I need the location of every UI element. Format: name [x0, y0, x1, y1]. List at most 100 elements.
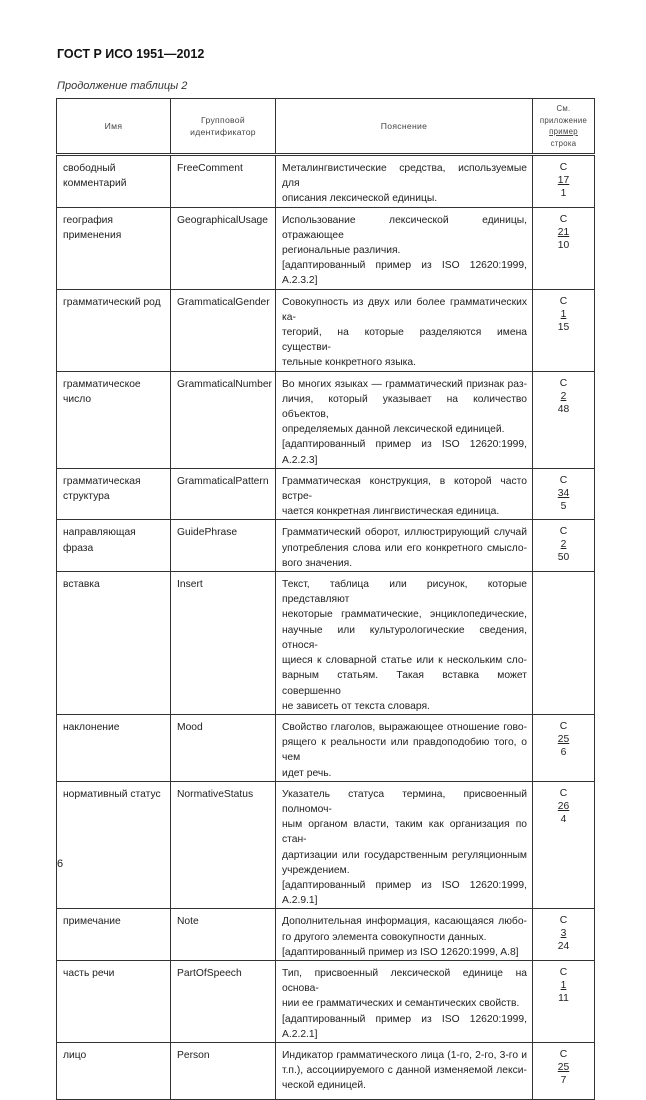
- cell-explanation: Во многих языках — грамматический призна…: [275, 370, 533, 469]
- table-row: нормативный статус NormativeStatus Указате…: [56, 780, 595, 910]
- cell-name: направляющая фраза: [56, 519, 171, 573]
- explanation-line: идет речь.: [282, 767, 332, 779]
- cell-group-id: Note: [170, 908, 276, 961]
- ref-example: 3: [560, 928, 567, 940]
- explanation-line: го другого элемента совокупности данных.: [282, 931, 487, 943]
- ref-annex: C: [559, 966, 568, 978]
- explanation-line: описания лексической единицы.: [282, 193, 438, 205]
- explanation-line: определяемых данной лексической единицей…: [282, 424, 505, 436]
- ref-example: 2: [560, 390, 567, 402]
- ref-annex: C: [559, 295, 568, 307]
- explanation-line: [адаптированный пример из ISO 12620:1999…: [282, 260, 527, 287]
- explanation-line: употребления слова или его конкретного с…: [282, 542, 527, 554]
- explanation-line: Тип, присвоенный лексической единице на …: [282, 967, 527, 995]
- ref-annex: C: [559, 162, 568, 173]
- explanation-line: дартизации или государственным регуляцио…: [282, 849, 527, 861]
- cell-group-id: GuidePhrase: [170, 519, 276, 573]
- explanation-line: научные или культурологические сведения,…: [282, 624, 527, 651]
- table-row: примечание Note Дополнительная информация,…: [56, 908, 595, 961]
- ref-example: 21: [557, 226, 570, 238]
- ref-annex: C: [559, 526, 568, 538]
- ref-example: 25: [557, 733, 570, 745]
- explanation-line: Грамматический оборот, иллюстрирующий сл…: [282, 527, 527, 539]
- cell-reference: C 2 50: [532, 519, 595, 573]
- explanation-line: Индикатор грамматического лица (1-го, 2-…: [282, 1049, 527, 1061]
- ref-line: 24: [557, 941, 570, 953]
- ref-example: 1: [560, 308, 567, 320]
- table-row: лицо Person Индикатор грамматического лица…: [56, 1041, 595, 1100]
- cell-name: примечание: [56, 908, 171, 961]
- ref-example: 26: [557, 800, 570, 812]
- cell-group-id: Person: [170, 1041, 276, 1100]
- column-header-group-id: Групповой идентификатор: [170, 98, 276, 156]
- explanation-line: региональные различия.: [282, 245, 401, 257]
- ref-example: 34: [557, 487, 570, 499]
- explanation-line: не зависеть от текста словаря.: [282, 700, 430, 712]
- ref-annex: C: [559, 720, 568, 732]
- cell-group-id: GrammaticalPattern: [170, 467, 276, 521]
- cell-explanation: Указатель статуса термина, присвоенный п…: [275, 780, 533, 910]
- table-row: география применения GeographicalUsage Исп…: [56, 206, 595, 290]
- cell-explanation: Дополнительная информация, касающаяся лю…: [275, 908, 533, 961]
- cell-reference: C 3 24: [532, 908, 595, 961]
- explanation-line: некоторые грамматические, энциклопедичес…: [282, 609, 527, 621]
- table-row: грамматическая структура GrammaticalPatte…: [56, 467, 595, 521]
- cell-reference: C 21 10: [532, 206, 595, 290]
- cell-explanation: Использование лексической единицы, отраж…: [275, 206, 533, 290]
- cell-group-id: NormativeStatus: [170, 780, 276, 910]
- cell-group-id: GrammaticalNumber: [170, 370, 276, 469]
- column-header-explanation: Пояснение: [275, 98, 533, 156]
- cell-explanation: Грамматическая конструкция, в которой ча…: [275, 467, 533, 521]
- table-header-row: Имя Групповой идентификатор Пояснение См…: [56, 98, 595, 156]
- cell-group-id: GeographicalUsage: [170, 206, 276, 290]
- ref-header-line: пример: [549, 127, 578, 136]
- explanation-line: ческой единицей.: [282, 1080, 367, 1092]
- explanation-line: т.п.), ассоциируемого с данной изменяемо…: [282, 1065, 527, 1077]
- ref-example: 2: [560, 539, 567, 551]
- cell-name: нормативный статус: [56, 780, 171, 910]
- cell-group-id: Mood: [170, 713, 276, 782]
- cell-reference: [532, 571, 595, 715]
- ref-annex: C: [559, 474, 568, 486]
- column-header-reference: См. приложение пример строка: [532, 98, 595, 156]
- explanation-line: рящего к реальности или правдоподобию то…: [282, 737, 527, 764]
- table-row: грамматический род GrammaticalGender Совок…: [56, 288, 595, 372]
- explanation-line: тельные конкретного языка.: [282, 357, 416, 369]
- ref-line: 10: [557, 239, 570, 251]
- ref-annex: C: [559, 213, 568, 225]
- explanation-line: Металингвистические средства, используем…: [282, 163, 527, 190]
- cell-group-id: GrammaticalGender: [170, 288, 276, 372]
- ref-header-line: приложение: [539, 115, 588, 125]
- explanation-line: Во многих языках — грамматический призна…: [282, 378, 527, 390]
- cell-reference: C 2 48: [532, 370, 595, 469]
- ref-annex: C: [559, 377, 568, 389]
- explanation-line: Свойство глаголов, выражающее отношение …: [282, 721, 527, 733]
- cell-explanation: Свойство глаголов, выражающее отношение …: [275, 713, 533, 782]
- cell-group-id: Insert: [170, 571, 276, 715]
- cell-explanation: Грамматический оборот, иллюстрирующий сл…: [275, 519, 533, 573]
- explanation-line: вого значения.: [282, 557, 353, 569]
- explanation-line: тегорий, на которые разделяются имена су…: [282, 327, 527, 354]
- ref-annex: C: [559, 915, 568, 927]
- ref-line: 15: [557, 321, 570, 333]
- page-number: 6: [57, 858, 64, 870]
- cell-name: грамматическое число: [56, 370, 171, 469]
- column-header-name: Имя: [56, 98, 171, 156]
- cell-reference: C 25 7: [532, 1041, 595, 1100]
- table-row: свободный комментарий FreeComment Металинг…: [56, 154, 595, 208]
- cell-explanation: Тип, присвоенный лексической единице на …: [275, 959, 533, 1043]
- explanation-line: [адаптированный пример из ISO 12620:1999…: [282, 879, 527, 907]
- cell-name: вставка: [56, 571, 171, 715]
- ref-annex: C: [559, 787, 568, 799]
- ref-example: 25: [557, 1061, 570, 1073]
- ref-line: 7: [560, 1074, 567, 1086]
- cell-name: грамматическая структура: [56, 467, 171, 521]
- explanation-line: Использование лексической единицы, отраж…: [282, 214, 527, 241]
- ref-example: 1: [560, 979, 567, 991]
- cell-name: свободный комментарий: [56, 154, 171, 208]
- explanation-line: чается конкретная лингвистическая единиц…: [282, 506, 500, 518]
- cell-reference: C 34 5: [532, 467, 595, 521]
- ref-annex: C: [559, 1048, 568, 1060]
- explanation-line: Дополнительная информация, касающаяся лю…: [282, 916, 527, 928]
- cell-group-id: FreeComment: [170, 154, 276, 208]
